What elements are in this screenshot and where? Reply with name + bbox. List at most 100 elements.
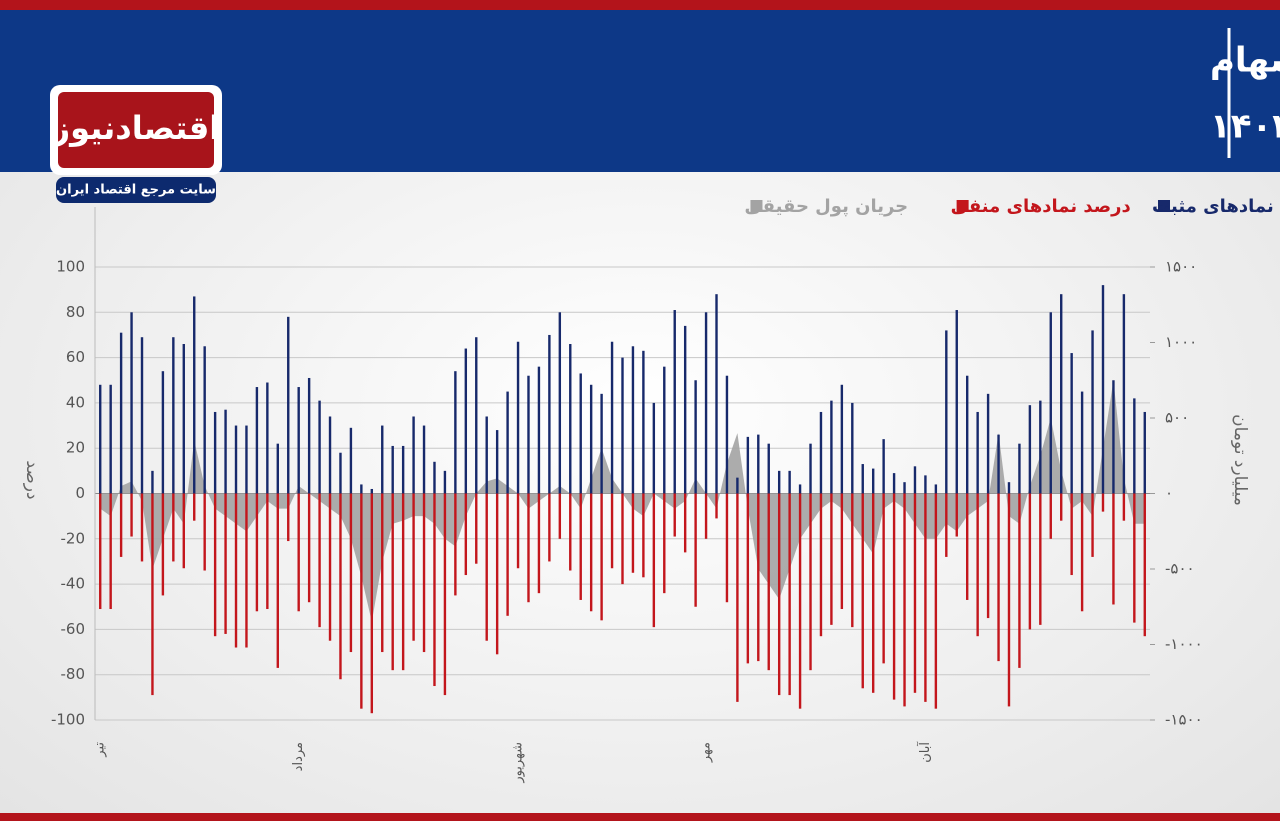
bar (99, 493, 102, 610)
bar (673, 310, 676, 494)
y-tick-label: 100 (56, 258, 85, 276)
bar (464, 493, 468, 576)
y2-tick-label: ۱۵۰۰ (1165, 258, 1197, 276)
bar (610, 493, 614, 569)
bar (318, 493, 321, 628)
bar (370, 488, 374, 494)
bar (548, 334, 551, 494)
x-tick-label: تیر (93, 742, 108, 758)
bar (1028, 493, 1032, 630)
bar (1018, 443, 1021, 494)
bar (193, 493, 196, 521)
bar (360, 484, 363, 494)
bar (1133, 398, 1136, 494)
y2-tick-label: -۵۰۰ (1165, 560, 1195, 578)
bar (224, 493, 227, 634)
bar (986, 393, 990, 494)
logo-tagline-box (56, 177, 216, 203)
y2-tick-label: -۱۵۰۰ (1165, 711, 1203, 729)
y2-tick-label: -۱۰۰۰ (1165, 635, 1203, 653)
x-tick-label: مهر (699, 742, 714, 763)
bar (830, 400, 833, 494)
y-tick-label: 20 (66, 439, 85, 457)
bar (328, 416, 332, 494)
bar (976, 493, 979, 637)
bar (307, 493, 311, 603)
bar (349, 427, 353, 494)
bar (882, 439, 885, 494)
bar (130, 312, 133, 494)
bar (443, 470, 447, 494)
bar (182, 344, 185, 494)
bar (412, 416, 415, 494)
bar (777, 470, 781, 494)
bar (579, 493, 582, 600)
bar (495, 430, 499, 494)
y-tick-label: 80 (66, 303, 85, 321)
bar (1080, 493, 1084, 612)
bar (704, 312, 708, 494)
bar (600, 493, 603, 621)
bar (401, 493, 405, 671)
bar (924, 493, 927, 702)
bar (757, 434, 760, 494)
bar (579, 373, 582, 494)
bar (621, 493, 624, 585)
bar (287, 316, 290, 494)
bar (454, 493, 457, 596)
bar (266, 493, 269, 610)
bar (349, 493, 353, 653)
bar (391, 493, 394, 671)
bar (694, 380, 697, 494)
y2-tick-label: ۱۰۰۰ (1165, 333, 1197, 351)
bar (798, 493, 802, 709)
bar (569, 344, 572, 494)
bar (1143, 493, 1146, 637)
bar (109, 493, 112, 610)
bar (788, 470, 791, 494)
bar (391, 445, 394, 494)
chart-title: درصد نمادهای مثبت و منفی در معاملات روزا… (1210, 41, 1280, 81)
bar (433, 461, 436, 494)
bar (1049, 312, 1052, 494)
bar (913, 466, 917, 494)
bar (1080, 391, 1084, 494)
bar (966, 375, 969, 494)
bar (1101, 493, 1105, 512)
legend-swatch (1158, 200, 1170, 212)
bar (255, 387, 259, 494)
bar (1039, 400, 1042, 494)
bar (213, 493, 217, 637)
footer-strip (0, 813, 1280, 821)
bar (161, 371, 165, 494)
y-axis-title: درصد (22, 460, 42, 499)
bar (464, 348, 468, 494)
bar (1007, 493, 1011, 707)
bar (683, 493, 687, 553)
bar (663, 366, 666, 494)
bar (339, 452, 342, 494)
bar (485, 416, 488, 494)
bar (945, 330, 948, 494)
bar (234, 425, 238, 494)
bar (913, 493, 917, 693)
bar (976, 411, 979, 494)
bar (213, 411, 217, 494)
bar (548, 493, 551, 562)
bar (1122, 294, 1126, 494)
bar (1060, 493, 1063, 521)
bar (1018, 493, 1021, 668)
bar (903, 493, 906, 707)
y2-tick-label: ۵۰۰ (1165, 409, 1189, 427)
bar (871, 493, 875, 693)
bar (1133, 493, 1136, 623)
legend-label: درصد نمادهای منفی (951, 196, 1131, 217)
bar (986, 493, 990, 619)
bar (642, 350, 645, 494)
bar (924, 475, 927, 494)
y-tick-label: -20 (61, 529, 86, 547)
bar (276, 493, 279, 668)
bar (600, 393, 603, 494)
bar (851, 493, 854, 628)
y-tick-label: -80 (61, 665, 86, 683)
